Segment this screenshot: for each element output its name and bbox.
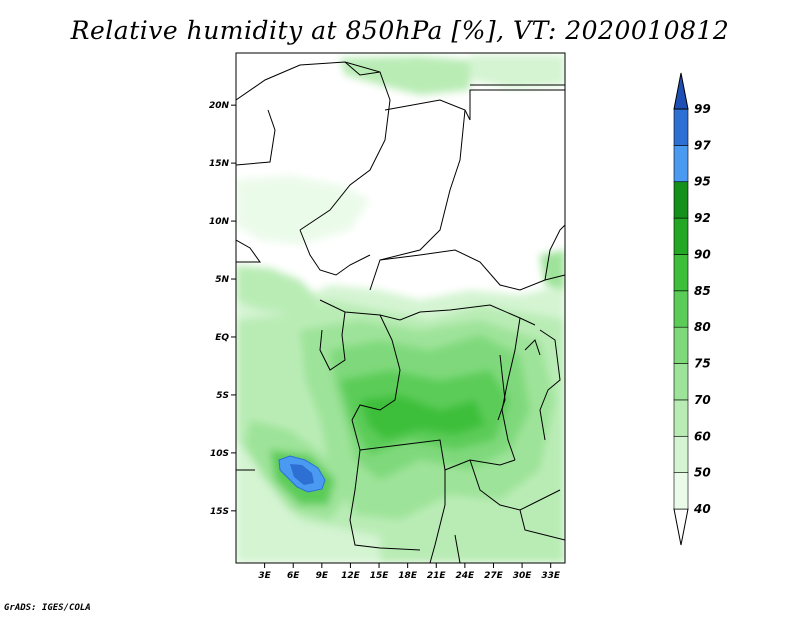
rh-sahel-patch <box>236 175 370 245</box>
lat-tick-label: 10S <box>210 449 229 459</box>
colorbar-segment <box>673 326 689 364</box>
lat-tick-label: 15N <box>209 159 230 169</box>
rh-east-patch <box>540 250 565 290</box>
lon-tick-label: 15E <box>370 571 390 581</box>
colorbar: 40 50 60 70 75 80 85 90 92 95 97 99 <box>673 72 711 546</box>
lon-tick-label: 33E <box>541 571 561 581</box>
rh-north-patch <box>340 56 470 95</box>
lon-tick-label: 27E <box>484 571 504 581</box>
grads-credit: GrADS: IGES/COLA <box>4 603 91 613</box>
colorbar-segment <box>673 108 689 146</box>
lon-tick-label: 9E <box>316 571 329 581</box>
colorbar-segment <box>673 254 689 292</box>
lat-tick-label: 20N <box>209 101 230 111</box>
colorbar-lower-arrow <box>673 508 689 546</box>
colorbar-upper-arrow <box>673 72 689 110</box>
colorbar-segment <box>673 363 689 401</box>
lat-tick-label: 10N <box>209 217 230 227</box>
map-frame <box>235 52 566 564</box>
lon-tick-label: 12E <box>341 571 361 581</box>
rh-99-blob <box>290 464 314 485</box>
rh-coast <box>236 265 320 315</box>
colorbar-label: 95 <box>694 175 711 189</box>
colorbar-label: 40 <box>693 502 711 516</box>
lat-tick-label: 15S <box>210 507 229 517</box>
rh-ne-patch <box>470 55 565 88</box>
colorbar-label: 99 <box>694 102 711 116</box>
lat-tick-label: 5N <box>215 275 229 285</box>
colorbar-label: 85 <box>694 284 711 298</box>
colorbar-segment <box>673 145 689 183</box>
longitude-axis: 3E 6E 9E 12E 15E 18E 21E 24E 27E 30E 33E <box>258 563 561 581</box>
lat-tick-label: EQ <box>215 333 229 343</box>
colorbar-segment <box>673 217 689 255</box>
colorbar-label: 70 <box>694 393 711 407</box>
colorbar-segment <box>673 399 689 437</box>
colorbar-label: 80 <box>694 320 711 334</box>
lon-tick-label: 18E <box>398 571 418 581</box>
colorbar-label: 92 <box>694 211 711 225</box>
rh-90-region <box>360 395 485 440</box>
lon-tick-label: 3E <box>258 571 271 581</box>
lon-tick-label: 21E <box>427 571 447 581</box>
rh-south-band <box>380 525 565 563</box>
lon-tick-label: 24E <box>456 571 476 581</box>
colorbar-segment <box>673 181 689 219</box>
colorbar-segment <box>673 290 689 328</box>
lon-tick-label: 6E <box>287 571 300 581</box>
colorbar-label: 75 <box>694 357 711 371</box>
lon-tick-label: 30E <box>513 571 533 581</box>
colorbar-segment <box>673 472 689 510</box>
colorbar-segment <box>673 435 689 473</box>
country-borders <box>236 61 565 563</box>
colorbar-label: 60 <box>694 429 711 443</box>
latitude-axis: 20N 15N 10N 5N EQ 5S 10S 15S <box>209 101 236 517</box>
colorbar-label: 90 <box>694 247 711 261</box>
colorbar-label: 97 <box>694 138 711 152</box>
humidity-field <box>236 55 565 563</box>
colorbar-label: 50 <box>694 466 711 480</box>
lat-tick-label: 5S <box>216 391 229 401</box>
map-title: Relative humidity at 850hPa [%], VT: 202… <box>70 16 730 45</box>
